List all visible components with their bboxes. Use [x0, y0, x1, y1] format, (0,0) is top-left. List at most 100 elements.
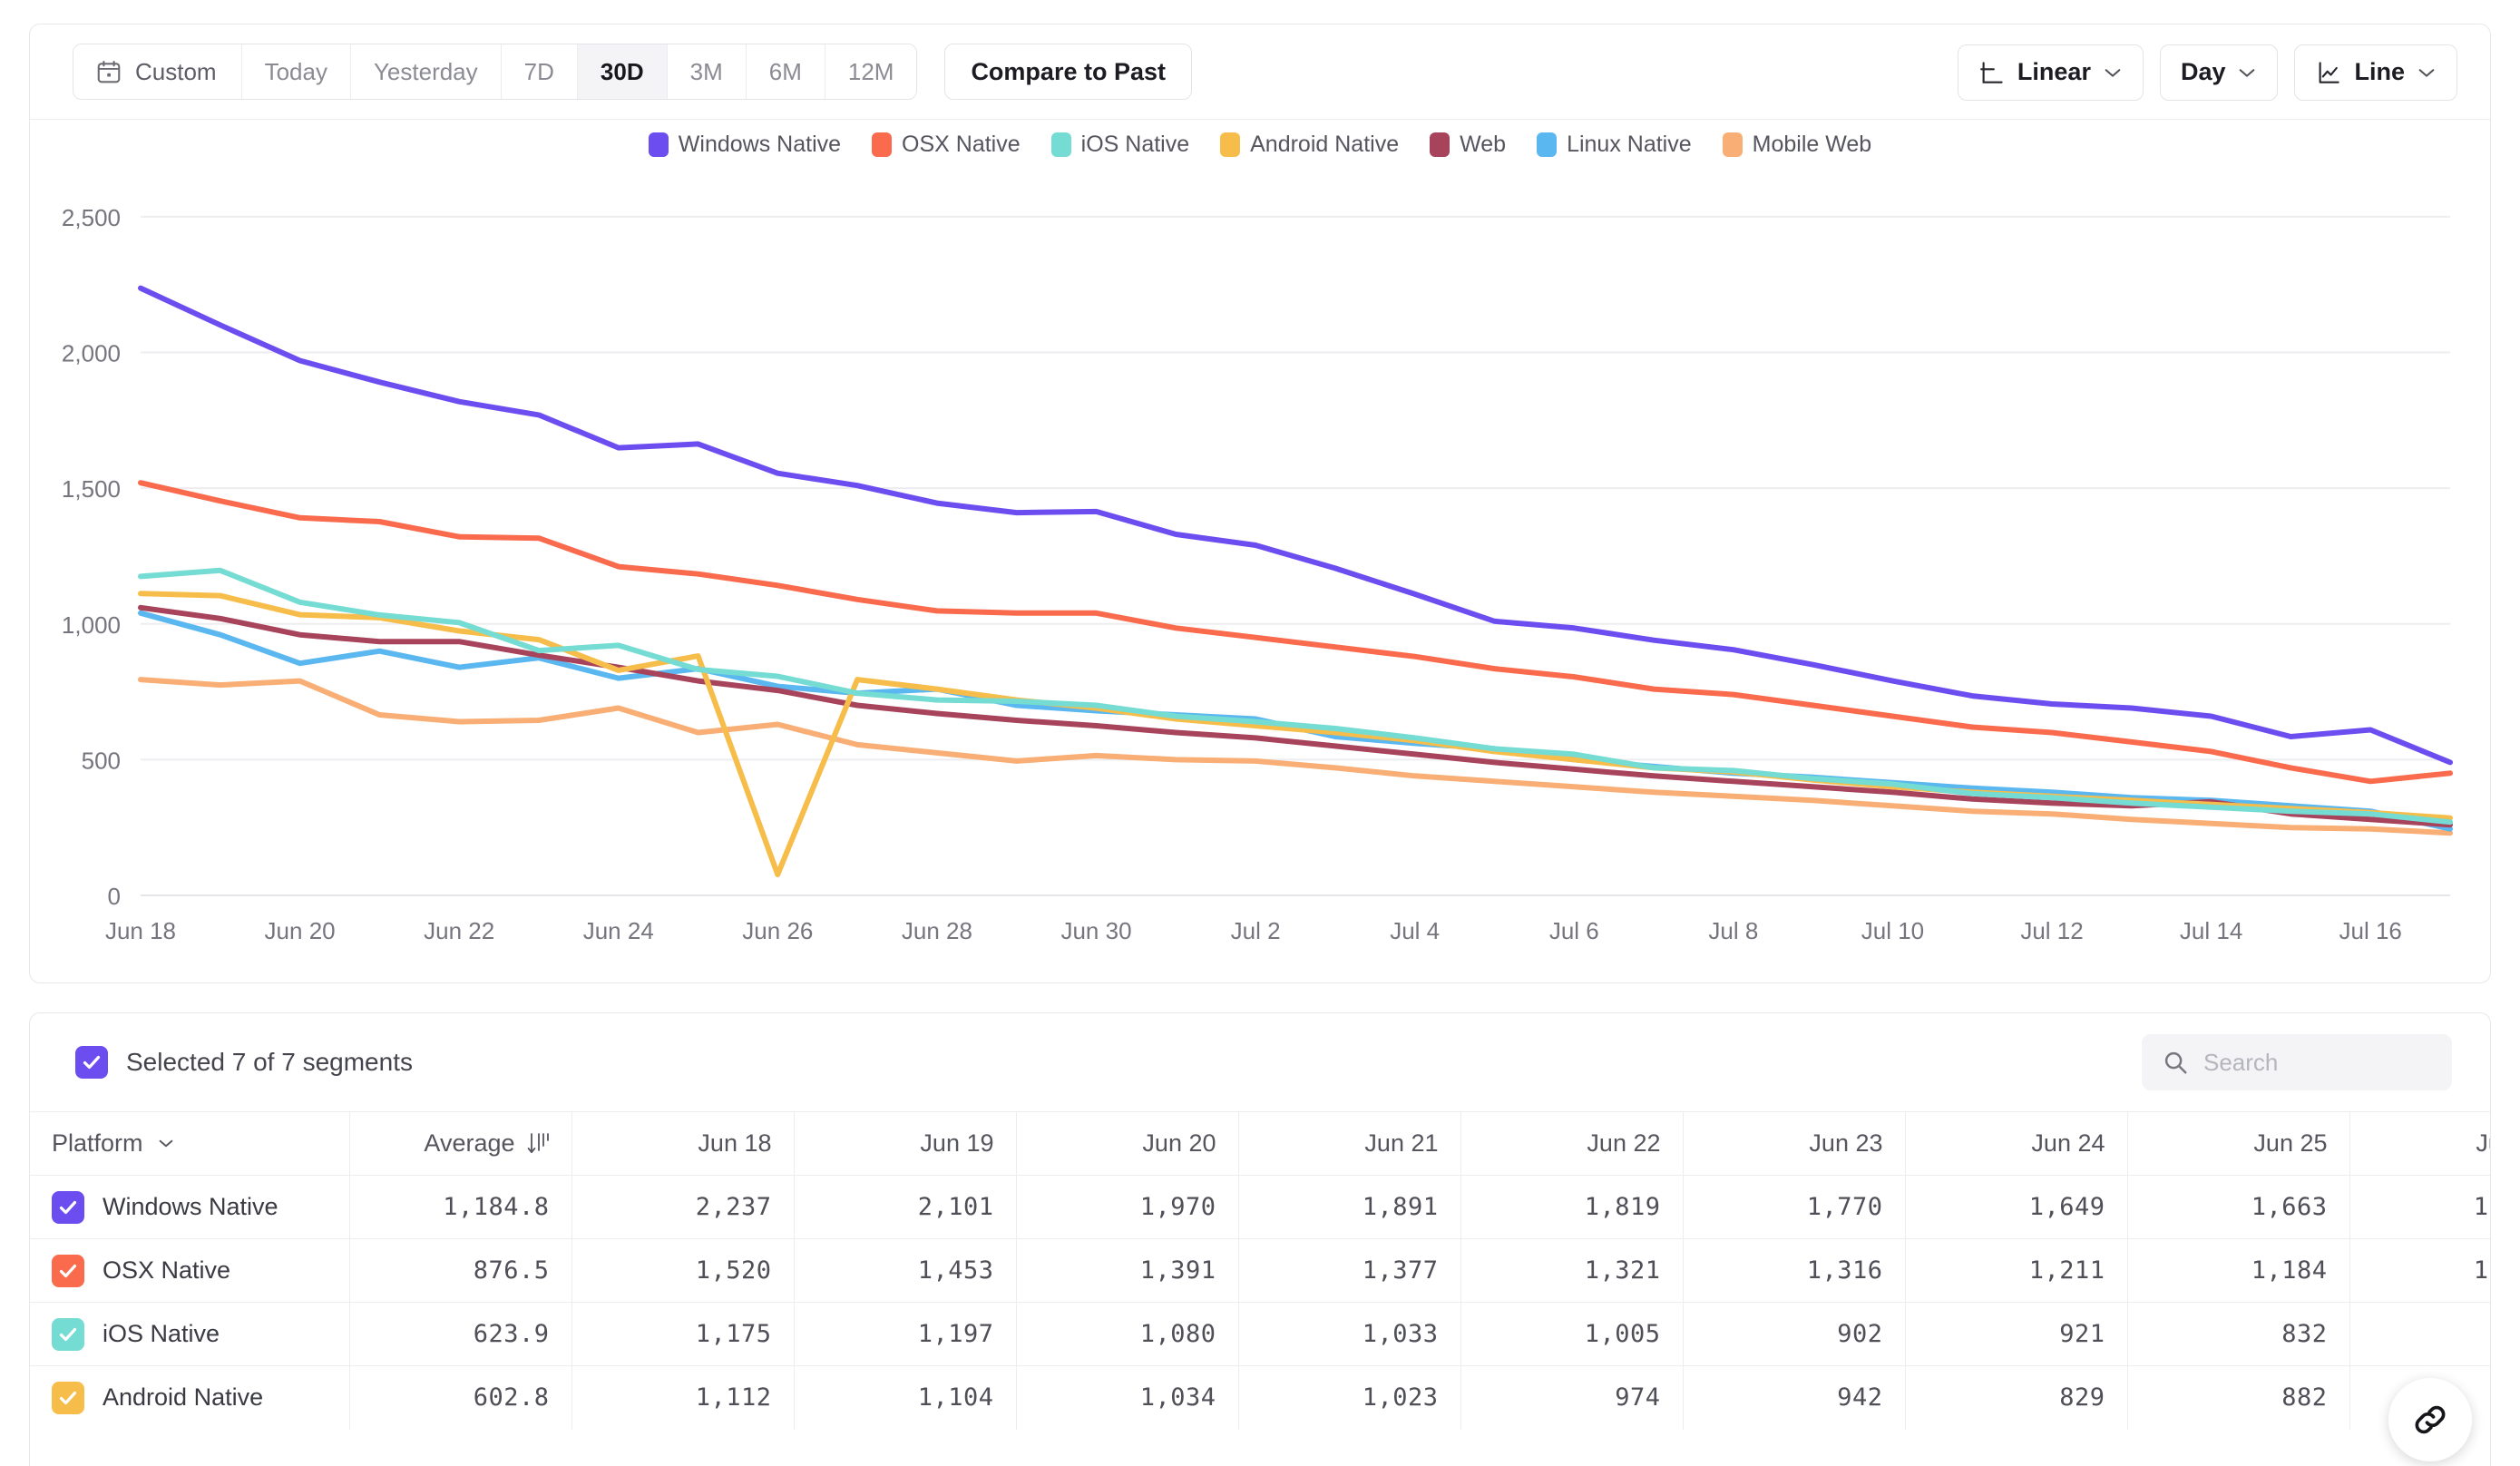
table-row[interactable]: iOS Native 623.9 1,175 1,197 1,080 1,033 1,005…	[30, 1302, 2490, 1366]
column-header-platform[interactable]: Platform	[30, 1111, 350, 1176]
x-axis-tick-label: Jun 26	[742, 917, 813, 944]
series-line-mobile-web[interactable]	[138, 677, 2453, 836]
value-cell: 1,034	[1016, 1365, 1239, 1430]
range-button-12m[interactable]: 12M	[825, 44, 917, 99]
column-header-day[interactable]: Jun 26	[2349, 1111, 2490, 1176]
scale-dropdown[interactable]: Linear	[1957, 44, 2144, 101]
y-axis-tick-label: 2,000	[62, 340, 121, 367]
value-cell: 902	[1683, 1302, 1906, 1366]
column-header-average[interactable]: Average	[349, 1111, 572, 1176]
average-cell: 623.9	[349, 1302, 572, 1366]
compare-to-past-button[interactable]: Compare to Past	[944, 44, 1192, 100]
search-input[interactable]	[2203, 1048, 2432, 1077]
value-cell: 1,184	[2127, 1238, 2350, 1303]
range-button-7d[interactable]: 7D	[501, 44, 578, 99]
sort-descending-icon	[527, 1132, 549, 1153]
share-link-button[interactable]	[2388, 1378, 2472, 1461]
check-icon	[59, 1391, 77, 1404]
scale-label: Linear	[2017, 58, 2091, 85]
range-button-today[interactable]: Today	[241, 44, 351, 99]
column-header-day[interactable]: Jun 18	[571, 1111, 795, 1176]
x-axis-tick-label: Jun 28	[902, 917, 972, 944]
value-cell: 1,819	[1460, 1175, 1684, 1239]
select-all-control[interactable]: Selected 7 of 7 segments	[75, 1046, 413, 1079]
value-cell: 1,770	[1683, 1175, 1906, 1239]
table-row[interactable]: OSX Native 876.5 1,520 1,453 1,391 1,377 1,321…	[30, 1238, 2490, 1303]
legend-item-android-native[interactable]: Android Native	[1220, 132, 1399, 158]
legend-swatch-icon	[1430, 132, 1450, 157]
x-axis-tick-label: Jun 24	[583, 917, 654, 944]
table-row[interactable]: Android Native 602.8 1,112 1,104 1,034 1,023 9…	[30, 1365, 2490, 1430]
granularity-dropdown[interactable]: Day	[2159, 44, 2279, 101]
column-header-day[interactable]: Jun 25	[2127, 1111, 2350, 1176]
legend-swatch-icon	[1050, 132, 1071, 157]
series-line-windows-native[interactable]	[138, 285, 2453, 766]
value-cell: 1,197	[794, 1302, 1017, 1366]
legend-swatch-icon	[648, 132, 669, 157]
column-header-day[interactable]: Jun 23	[1683, 1111, 1906, 1176]
legend-item-web[interactable]: Web	[1430, 132, 1506, 158]
check-icon	[59, 1264, 77, 1277]
platform-cell: iOS Native	[30, 1302, 350, 1366]
value-cell: 974	[1460, 1365, 1684, 1430]
chart-card: Custom Today Yesterday 7D 30D 3M 6M 12M …	[29, 24, 2491, 983]
select-all-checkbox[interactable]	[75, 1046, 108, 1079]
legend-item-ios-native[interactable]: iOS Native	[1050, 132, 1189, 158]
range-button-yesterday[interactable]: Yesterday	[350, 44, 502, 99]
value-cell: 1,391	[1016, 1238, 1239, 1303]
value-cell: 1,663	[2127, 1175, 2350, 1239]
calendar-icon	[97, 60, 121, 83]
series-line-web[interactable]	[138, 604, 2453, 828]
range-button-30d[interactable]: 30D	[577, 44, 668, 99]
column-header-day[interactable]: Jun 24	[1905, 1111, 2128, 1176]
platform-cell: Android Native	[30, 1365, 350, 1430]
x-axis-tick-label: Jul 6	[1549, 917, 1599, 944]
line-chart-svg[interactable]: 0 500 1,000 1,500 2,000 2,500 Jun 18 Jun 20 Jun …	[30, 170, 2490, 982]
chart-type-dropdown[interactable]: Line	[2294, 44, 2457, 101]
average-cell: 876.5	[349, 1238, 572, 1303]
x-axis-tick-label: Jun 30	[1060, 917, 1131, 944]
value-cell: 1,023	[1238, 1365, 1461, 1430]
legend-item-linux-native[interactable]: Linux Native	[1537, 132, 1692, 158]
row-checkbox[interactable]	[52, 1381, 84, 1414]
chevron-down-icon	[159, 1139, 172, 1148]
x-axis-tick-label: Jun 18	[105, 917, 176, 944]
legend-item-windows-native[interactable]: Windows Native	[648, 132, 841, 158]
value-cell: 1,033	[1238, 1302, 1461, 1366]
column-header-day[interactable]: Jun 21	[1238, 1111, 1461, 1176]
average-header-label: Average	[424, 1129, 515, 1157]
row-checkbox[interactable]	[52, 1317, 84, 1351]
date-range-segmented-control[interactable]: Custom Today Yesterday 7D 30D 3M 6M 12M	[73, 44, 918, 100]
value-cell: 1,555	[2349, 1175, 2490, 1239]
row-checkbox[interactable]	[52, 1254, 84, 1287]
table-row[interactable]: Windows Native 1,184.8 2,237 2,101 1,970 1,89…	[30, 1175, 2490, 1239]
x-axis-tick-label: Jul 8	[1708, 917, 1758, 944]
column-header-day[interactable]: Jun 19	[794, 1111, 1017, 1176]
legend-item-mobile-web[interactable]: Mobile Web	[1722, 132, 1871, 158]
search-icon	[2164, 1051, 2187, 1074]
value-cell: 1,142	[2349, 1238, 2490, 1303]
value-cell: 942	[1683, 1365, 1906, 1430]
range-button-custom[interactable]: Custom	[73, 44, 242, 99]
legend-item-osx-native[interactable]: OSX Native	[872, 132, 1021, 158]
column-header-day[interactable]: Jun 22	[1460, 1111, 1684, 1176]
legend-swatch-icon	[1722, 132, 1743, 157]
value-cell: 1,649	[1905, 1175, 2128, 1239]
range-button-3m[interactable]: 3M	[667, 44, 747, 99]
x-axis-tick-label: Jul 10	[1861, 917, 1924, 944]
series-line-ios-native[interactable]	[138, 567, 2453, 826]
series-line-android-native[interactable]	[138, 591, 2453, 877]
x-axis-tick-label: Jun 20	[265, 917, 336, 944]
series-line-osx-native[interactable]	[138, 480, 2453, 785]
table-body: Windows Native 1,184.8 2,237 2,101 1,970 1,89…	[30, 1175, 2490, 1430]
value-cell: 1,321	[1460, 1238, 1684, 1303]
value-cell: 1,377	[1238, 1238, 1461, 1303]
check-icon	[59, 1327, 77, 1341]
range-button-6m[interactable]: 6M	[746, 44, 825, 99]
y-axis-tick-label: 1,000	[62, 611, 121, 639]
search-box[interactable]	[2142, 1034, 2452, 1090]
column-header-day[interactable]: Jun 20	[1016, 1111, 1239, 1176]
row-checkbox[interactable]	[52, 1190, 84, 1224]
legend-swatch-icon	[1220, 132, 1241, 157]
value-cell: 2,101	[794, 1175, 1017, 1239]
